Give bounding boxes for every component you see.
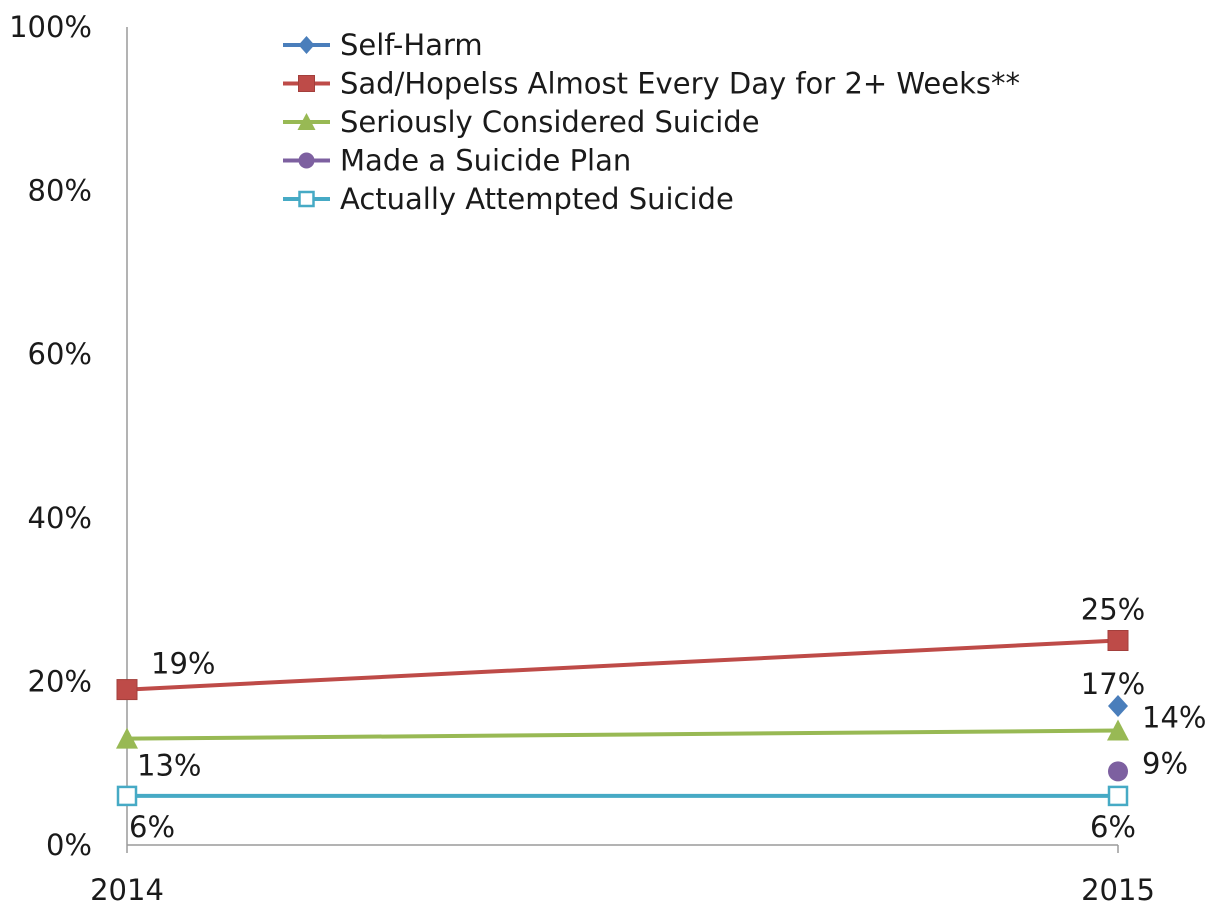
legend-label: Sad/Hopelss Almost Every Day for 2+ Week…: [340, 67, 1020, 101]
data-label: 17%: [1081, 667, 1145, 701]
data-point: [1107, 719, 1129, 741]
series-markers: [116, 630, 1129, 807]
data-label: 14%: [1142, 700, 1205, 734]
data-point: [116, 785, 138, 807]
data-point: [1107, 630, 1129, 651]
legend: Self-Harm Sad/Hopelss Almost Every Day fo…: [283, 28, 1020, 216]
y-tick-label: 60%: [28, 337, 92, 371]
data-label: 6%: [1090, 810, 1136, 844]
data-label: 25%: [1081, 593, 1145, 627]
y-tick-label: 0%: [46, 828, 92, 862]
data-label: 9%: [1142, 746, 1188, 780]
data-label: 19%: [151, 647, 215, 681]
legend-marker: [298, 75, 315, 92]
legend-label: Self-Harm: [340, 28, 483, 62]
y-tick-label: 100%: [9, 10, 92, 44]
series-lines: [126, 638, 1119, 798]
y-tick-label: 40%: [28, 501, 92, 535]
legend-marker: [298, 152, 315, 169]
legend-label: Made a Suicide Plan: [340, 144, 631, 178]
data-point: [1107, 785, 1129, 807]
legend-label: Seriously Considered Suicide: [340, 105, 760, 139]
y-tick-label: 20%: [28, 664, 92, 698]
x-tick-label: 2014: [90, 873, 164, 906]
legend-marker: [297, 113, 316, 130]
data-label: 13%: [137, 749, 201, 783]
legend-marker: [298, 190, 315, 208]
data-point: [116, 727, 138, 749]
series-line: [126, 728, 1119, 741]
data-labels: 17%19%25%13%14%9%6% 6%: [129, 593, 1205, 844]
data-point: [116, 679, 138, 701]
legend-label: Actually Attempted Suicide: [340, 182, 734, 216]
data-label: 6%: [129, 810, 175, 844]
data-point: [1108, 761, 1128, 782]
y-tick-label: 80%: [28, 174, 92, 208]
axes: 0% 20% 40% 60% 80% 100% 2014 2015: [9, 10, 1155, 906]
series-line: [126, 638, 1119, 692]
data-point: [1108, 694, 1128, 717]
x-tick-label: 2015: [1081, 873, 1155, 906]
legend-marker: [298, 36, 315, 54]
